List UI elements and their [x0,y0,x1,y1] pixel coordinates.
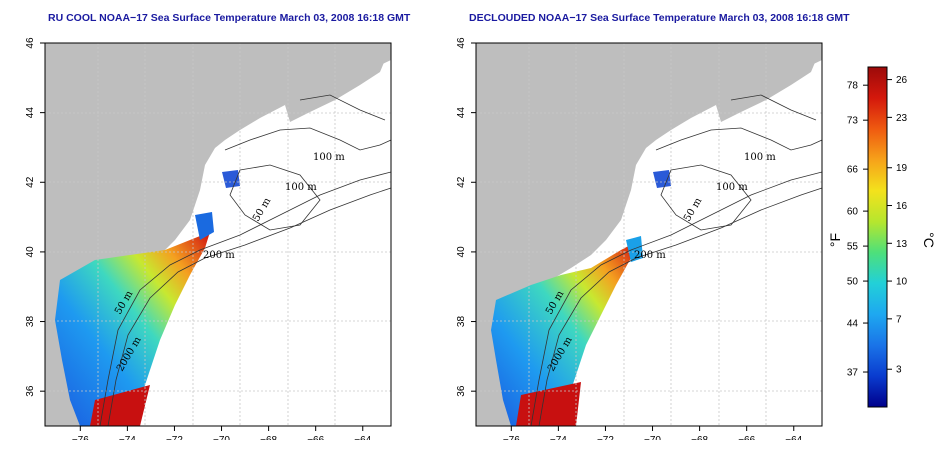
contour-label: 100 m [716,182,748,193]
c-tick-label: 16 [896,201,908,212]
left-panel-title: RU COOL NOAA−17 Sea Surface Temperature … [48,12,411,24]
y-tick-label: 46 [456,37,467,49]
c-tick-label: 19 [896,163,908,174]
x-tick-label: −66 [738,435,755,440]
f-tick-label: 60 [847,207,859,218]
x-tick-label: −74 [119,435,136,440]
celsius-label: °C [921,232,937,248]
f-tick-label: 50 [847,277,859,288]
y-tick-label: 42 [456,176,467,188]
y-tick-label: 44 [25,107,36,119]
x-tick-label: −74 [550,435,567,440]
x-tick-label: −64 [785,435,802,440]
y-tick-label: 40 [25,246,36,258]
sst-warm-core [516,382,581,426]
x-tick-label: −72 [166,435,183,440]
y-tick-label: 42 [25,176,36,188]
y-tick-label: 44 [456,107,467,119]
land-mass [476,43,822,426]
c-tick-label: 26 [896,75,908,86]
x-tick-label: −72 [597,435,614,440]
sst-swath-inlet [195,212,214,240]
y-tick-label: 36 [456,385,467,397]
x-tick-label: −76 [503,435,520,440]
sst-warm-core [90,385,150,426]
bathymetry-contours [530,94,823,427]
sst-gulf-maine-patch [653,170,671,188]
x-tick-label: −64 [354,435,371,440]
x-tick-label: −68 [260,435,277,440]
c-tick-label: 3 [896,365,902,376]
f-tick-label: 37 [847,368,859,379]
sst-gulf-maine-patch [222,170,240,188]
grid-lines [45,43,391,426]
y-tick-label: 36 [25,385,36,397]
sst-swath [55,232,210,426]
right-panel-title: DECLOUDED NOAA−17 Sea Surface Temperatur… [469,12,850,24]
right-sst-map: 100 m 100 m 50 m 200 m 50 m 2000 m −76−7… [456,37,823,440]
colorbar-gradient [867,66,888,408]
c-tick-label: 23 [896,113,908,124]
y-tick-label: 46 [25,37,36,49]
sst-swath [491,242,636,426]
land-mass [45,43,391,426]
f-tick-label: 73 [847,116,859,127]
c-tick-label: 13 [896,239,908,250]
fahrenheit-label: °F [827,233,843,247]
x-tick-label: −68 [691,435,708,440]
f-tick-label: 44 [847,319,859,330]
x-tick-label: −70 [644,435,661,440]
contour-label: 100 m [285,182,317,193]
f-tick-label: 55 [847,242,859,253]
x-tick-label: −76 [72,435,89,440]
grid-lines [476,43,822,426]
plot-frame [475,42,823,427]
x-tick-label: −70 [213,435,230,440]
c-tick-label: 10 [896,277,908,288]
y-tick-label: 40 [456,246,467,258]
left-sst-map: 100 m 100 m 50 m 200 m 50 m 2000 m −76−7… [25,37,392,440]
plot-frame [44,42,392,427]
f-tick-label: 78 [847,81,859,92]
f-tick-label: 66 [847,165,859,176]
contour-label: 100 m [313,152,345,163]
c-tick-label: 7 [896,314,902,325]
contour-label: 200 m [634,250,666,261]
y-tick-label: 38 [456,316,467,328]
x-tick-label: −66 [307,435,324,440]
contour-label: 200 m [203,250,235,261]
bathymetry-contours [99,94,392,427]
contour-label: 100 m [744,152,776,163]
y-tick-label: 38 [25,316,36,328]
